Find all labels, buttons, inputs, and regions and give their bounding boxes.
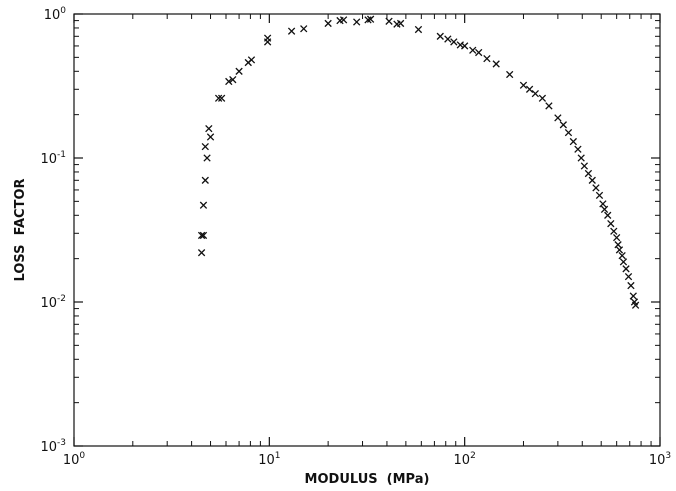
data-point <box>615 246 624 254</box>
data-point <box>619 258 628 266</box>
data-point <box>599 200 607 208</box>
data-point <box>629 292 637 300</box>
data-point <box>263 34 272 42</box>
data-point <box>610 227 618 235</box>
data-point <box>483 54 491 63</box>
data-point <box>592 184 600 192</box>
data-point <box>203 154 211 162</box>
data-point <box>199 201 208 209</box>
x-tick-label: 100 <box>63 451 86 468</box>
y-tick-label: 10-3 <box>40 438 66 455</box>
data-points <box>197 15 640 309</box>
data-point <box>205 124 213 133</box>
plot-frame <box>73 13 661 447</box>
x-tick-label: 101 <box>258 451 280 468</box>
data-point <box>492 60 500 68</box>
data-point <box>225 77 233 86</box>
data-point <box>396 19 405 28</box>
data-point <box>584 169 593 178</box>
data-point <box>197 249 206 257</box>
data-point <box>201 142 209 151</box>
data-point <box>364 16 372 24</box>
data-point <box>519 81 528 89</box>
data-point <box>545 102 553 110</box>
data-point <box>595 191 604 200</box>
data-point <box>475 48 483 57</box>
data-point <box>339 16 348 24</box>
data-point <box>201 176 209 184</box>
data-point <box>559 121 567 129</box>
data-point <box>214 94 223 102</box>
y-tick-label: 10-2 <box>40 294 66 311</box>
y-axis-title: LOSS FACTOR <box>13 179 28 282</box>
data-point <box>385 17 393 25</box>
data-point <box>569 137 577 146</box>
data-point <box>600 205 609 214</box>
data-point <box>618 251 626 260</box>
data-point <box>199 231 208 240</box>
data-point <box>456 41 464 49</box>
data-point <box>206 133 215 141</box>
data-point <box>366 15 375 23</box>
x-tick-label: 103 <box>649 451 671 468</box>
data-point <box>461 42 469 50</box>
data-point <box>436 32 444 40</box>
y-tick-label: 10-1 <box>40 150 66 167</box>
data-point <box>531 89 539 98</box>
data-point <box>627 281 635 290</box>
data-point <box>247 56 256 64</box>
data-point <box>588 176 596 184</box>
data-point <box>229 75 237 84</box>
data-point <box>287 27 296 35</box>
x-axis: 100 101 102 103 <box>63 14 671 468</box>
data-point <box>554 114 562 122</box>
data-point <box>324 19 332 28</box>
data-point <box>197 231 206 240</box>
data-point <box>538 94 547 102</box>
data-point <box>525 85 534 93</box>
y-tick-label: 100 <box>44 6 67 23</box>
data-point <box>580 162 589 170</box>
data-point <box>624 272 633 281</box>
y-axis: 10-3 10-2 10-1 100 <box>40 6 660 455</box>
data-point <box>506 70 514 79</box>
data-point <box>574 145 582 153</box>
data-point <box>564 128 573 137</box>
data-point <box>469 46 477 54</box>
data-point <box>622 265 630 273</box>
x-tick-label: 102 <box>454 451 476 468</box>
data-point <box>607 219 615 228</box>
data-point <box>235 67 243 75</box>
data-point <box>444 35 452 43</box>
data-point <box>300 25 308 33</box>
data-point <box>631 301 640 309</box>
data-point <box>577 154 585 162</box>
data-point <box>217 94 226 102</box>
data-point <box>450 38 458 46</box>
x-axis-title: MODULUS (MPa) <box>305 472 430 487</box>
data-point <box>604 211 612 219</box>
data-point <box>414 25 423 34</box>
data-point <box>613 233 621 242</box>
data-point <box>353 18 361 26</box>
data-point <box>614 241 622 249</box>
